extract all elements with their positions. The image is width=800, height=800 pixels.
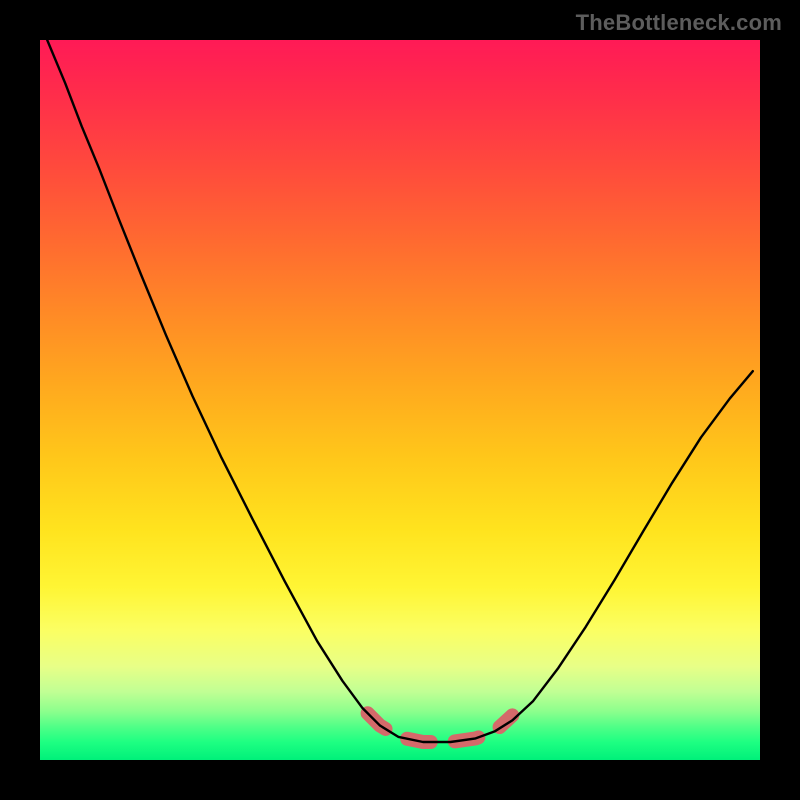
chart-background (40, 40, 760, 760)
watermark-text: TheBottleneck.com (576, 10, 782, 36)
bottleneck-curve-chart (40, 40, 760, 760)
chart-stage: TheBottleneck.com (0, 0, 800, 800)
